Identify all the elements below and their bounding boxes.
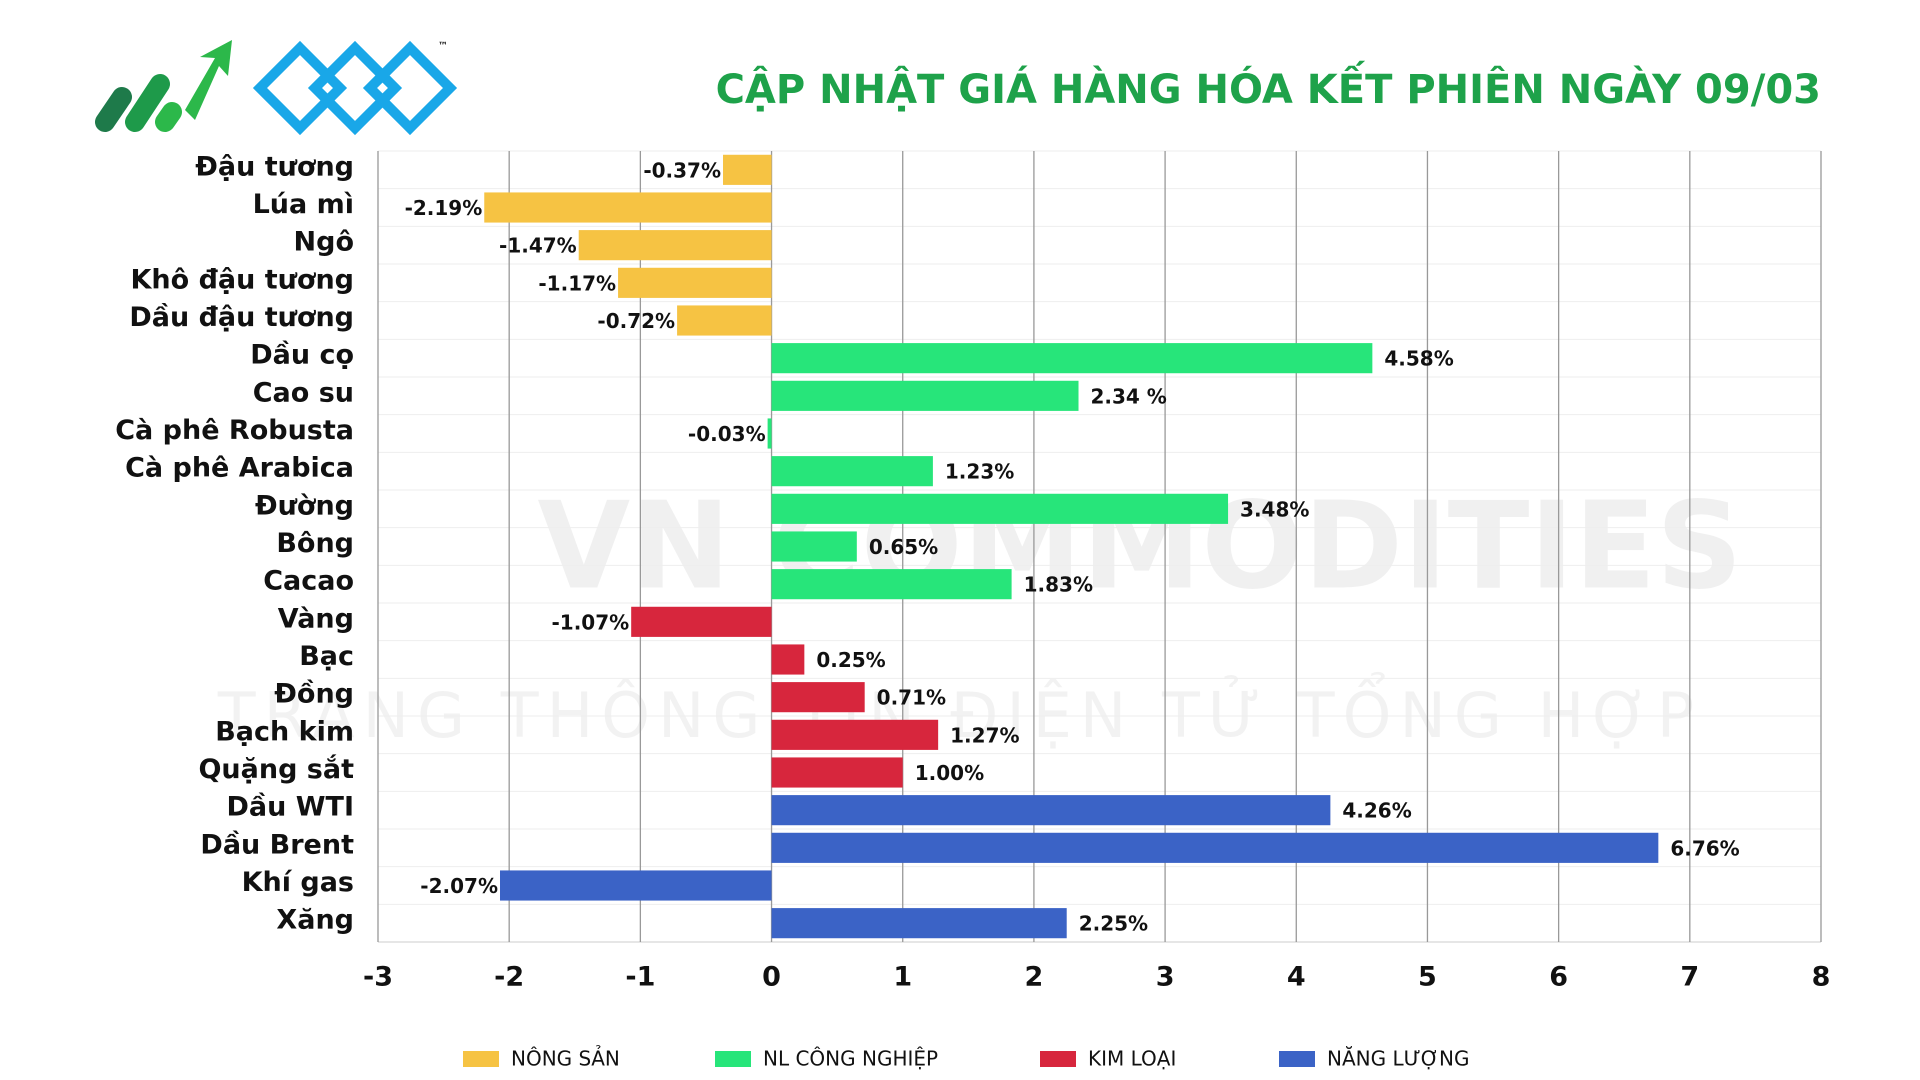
value-label: 1.83% bbox=[1024, 573, 1093, 597]
x-tick-label: 5 bbox=[1418, 962, 1437, 993]
bar bbox=[771, 531, 857, 562]
bar bbox=[771, 456, 933, 487]
y-tick-label: Dầu WTI bbox=[227, 792, 355, 823]
value-label: -2.07% bbox=[420, 874, 498, 898]
y-tick-label: Khô đậu tương bbox=[131, 264, 355, 295]
y-tick-label: Bạc bbox=[299, 641, 354, 672]
x-tick-label: 1 bbox=[893, 962, 912, 993]
watermark: TRANG THÔNG TIN ĐIỆN TỬ TỔNG HỢP bbox=[217, 672, 1702, 752]
legend-label: KIM LOẠI bbox=[1088, 1047, 1176, 1071]
value-label: -1.47% bbox=[499, 234, 577, 258]
value-label: -1.17% bbox=[538, 271, 616, 295]
bar bbox=[767, 418, 772, 449]
y-tick-label: Cà phê Robusta bbox=[115, 415, 354, 446]
bar bbox=[771, 832, 1659, 863]
legend-swatch bbox=[715, 1051, 751, 1067]
value-label: 0.65% bbox=[869, 535, 938, 559]
x-tick-label: 8 bbox=[1812, 962, 1831, 993]
x-tick-label: 0 bbox=[762, 962, 781, 993]
y-tick-label: Đường bbox=[255, 490, 354, 521]
bar bbox=[723, 154, 772, 185]
value-label: 4.58% bbox=[1384, 347, 1453, 371]
y-tick-label: Bông bbox=[276, 528, 354, 559]
x-tick-label: 3 bbox=[1156, 962, 1175, 993]
value-label: -0.37% bbox=[643, 158, 721, 182]
bar bbox=[484, 192, 772, 223]
y-tick-label: Ngô bbox=[294, 227, 354, 258]
legend-swatch bbox=[463, 1051, 499, 1067]
value-label: -1.07% bbox=[551, 610, 629, 634]
bar bbox=[771, 795, 1331, 826]
legend-swatch bbox=[1040, 1051, 1076, 1067]
x-tick-label: 2 bbox=[1025, 962, 1044, 993]
value-label: 3.48% bbox=[1240, 497, 1309, 521]
value-label: 1.23% bbox=[945, 460, 1014, 484]
bar bbox=[771, 757, 903, 788]
y-tick-label: Bạch kim bbox=[215, 716, 354, 747]
bar bbox=[771, 719, 939, 750]
x-tick-label: -2 bbox=[494, 962, 524, 993]
logo-mark: ™ bbox=[438, 41, 448, 52]
bar bbox=[771, 569, 1012, 600]
value-label: 1.00% bbox=[915, 761, 984, 785]
y-tick-label: Dầu cọ bbox=[250, 340, 354, 371]
x-tick-label: 4 bbox=[1287, 962, 1306, 993]
bar bbox=[631, 606, 772, 637]
y-tick-label: Đậu tương bbox=[195, 151, 354, 182]
bar bbox=[771, 343, 1373, 374]
y-tick-label: Khí gas bbox=[242, 867, 354, 898]
y-tick-label: Quặng sắt bbox=[198, 754, 354, 785]
legend-label: NĂNG LƯỢNG bbox=[1327, 1047, 1469, 1071]
value-label: 4.26% bbox=[1342, 799, 1411, 823]
value-label: 0.25% bbox=[816, 648, 885, 672]
y-tick-label: Lúa mì bbox=[253, 189, 354, 220]
value-label: 6.76% bbox=[1670, 836, 1739, 860]
value-label: -0.03% bbox=[688, 422, 766, 446]
bar bbox=[618, 267, 772, 298]
y-tick-label: Dầu đậu tương bbox=[129, 302, 354, 333]
bar bbox=[578, 230, 772, 261]
value-label: -2.19% bbox=[405, 196, 483, 220]
chart-title: CẬP NHẬT GIÁ HÀNG HÓA KẾT PHIÊN NGÀY 09/… bbox=[716, 59, 1821, 113]
x-tick-label: -3 bbox=[363, 962, 393, 993]
value-label: 2.25% bbox=[1079, 912, 1148, 936]
bar bbox=[771, 682, 865, 713]
y-tick-label: Cà phê Arabica bbox=[125, 453, 354, 484]
y-tick-label: Xăng bbox=[276, 905, 354, 936]
legend-label: NL CÔNG NGHIỆP bbox=[763, 1047, 938, 1071]
x-tick-label: 7 bbox=[1680, 962, 1699, 993]
bar bbox=[771, 908, 1067, 939]
bar bbox=[771, 493, 1229, 524]
logo: ™ bbox=[95, 40, 458, 136]
x-tick-label: -1 bbox=[625, 962, 655, 993]
y-tick-label: Cao su bbox=[253, 377, 354, 408]
value-label: 2.34 % bbox=[1091, 384, 1167, 408]
y-tick-label: Cacao bbox=[263, 566, 354, 597]
value-label: -0.72% bbox=[597, 309, 675, 333]
bar bbox=[771, 644, 805, 675]
x-tick-label: 6 bbox=[1549, 962, 1568, 993]
y-tick-label: Đồng bbox=[274, 679, 354, 710]
y-tick-label: Dầu Brent bbox=[200, 829, 354, 860]
y-tick-label: Vàng bbox=[278, 603, 354, 634]
bar bbox=[771, 380, 1079, 411]
value-label: 0.71% bbox=[877, 686, 946, 710]
legend-label: NÔNG SẢN bbox=[511, 1046, 620, 1071]
bar bbox=[499, 870, 772, 901]
value-label: 1.27% bbox=[950, 723, 1019, 747]
bar bbox=[677, 305, 772, 336]
legend-swatch bbox=[1279, 1051, 1315, 1067]
